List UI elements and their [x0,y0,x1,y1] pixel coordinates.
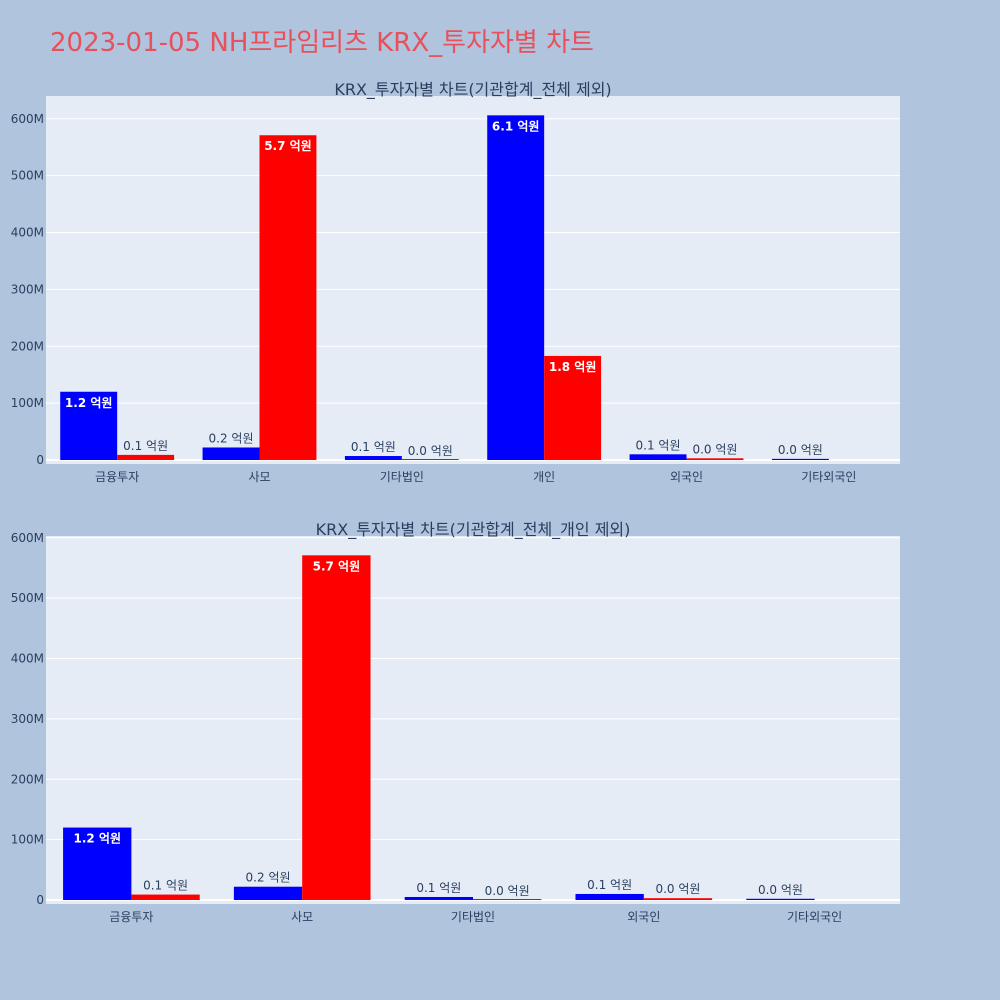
y-tick-label: 300M [11,282,44,296]
y-tick-label: 0 [36,453,44,467]
bar [473,899,542,900]
data-label: 0.1 억원 [587,878,632,892]
bar [401,459,459,460]
bar [629,454,687,460]
data-label: 0.1 억원 [351,440,396,454]
y-tick-label: 500M [11,591,44,605]
bar [117,454,175,460]
y-tick-label: 200M [11,772,44,786]
data-label: 0.0 억원 [655,882,700,896]
data-label: 0.0 억원 [485,884,530,898]
x-tick-label: 기타외국인 [801,470,856,484]
x-tick-label: 외국인 [627,910,660,924]
data-label: 0.0 억원 [758,883,803,897]
x-tick-label: 금융투자 [109,910,153,924]
x-tick-label: 외국인 [670,470,703,484]
bar [575,893,644,900]
bar [771,458,829,460]
x-tick-label: 금융투자 [95,470,139,484]
chart-excluding-individual: 0 100M 200M 300M 400M 500M 600M KRX_투자자별 차트(기관합… [11,520,900,924]
bar [686,458,744,460]
bar [233,886,303,900]
bar [643,898,713,900]
y-tick-label: 100M [11,833,44,847]
plot-background [46,536,900,904]
data-label: 0.2 억원 [209,431,254,445]
page-title: 2023-01-05 NH프라임리츠 KRX_투자자별 차트 [50,28,594,58]
data-label: 0.0 억원 [408,444,453,458]
data-label: 5.7 억원 [264,139,312,153]
data-label: 1.8 억원 [549,360,597,374]
bar [344,456,402,460]
data-label: 0.1 억원 [143,879,188,893]
x-tick-label: 기타법인 [380,470,424,484]
bar [302,555,371,900]
x-tick-label: 기타법인 [451,910,495,924]
bar [63,827,132,900]
bar [60,391,118,460]
data-label: 0.0 억원 [778,443,823,457]
chart-title: KRX_투자자별 차트(기관합계_전체_개인 제외) [316,520,631,540]
data-label: 6.1 억원 [492,119,540,133]
y-tick-label: 400M [11,226,44,240]
data-label: 0.2 억원 [246,871,291,885]
data-label: 1.2 억원 [73,832,121,846]
y-tick-label: 300M [11,712,44,726]
y-tick-label: 500M [11,169,44,183]
data-label: 0.0 억원 [692,442,737,456]
data-label: 0.1 억원 [416,881,461,895]
bar [746,898,815,900]
chart-title: KRX_투자자별 차트(기관합계_전체 제외) [334,80,611,100]
x-tick-label: 사모 [291,910,313,924]
data-label: 0.1 억원 [636,438,681,452]
bar [131,894,200,900]
data-label: 0.1 억원 [123,439,168,453]
y-tick-label: 400M [11,652,44,666]
y-tick-label: 100M [11,396,44,410]
x-tick-label: 사모 [248,470,270,484]
y-tick-label: 600M [11,112,44,126]
data-label: 1.2 억원 [65,396,113,410]
x-tick-label: 기타외국인 [787,910,842,924]
bar [404,896,473,900]
y-tick-label: 0 [36,893,44,907]
bar [202,447,260,460]
y-tick-label: 200M [11,339,44,353]
y-tick-label: 600M [11,531,44,545]
x-tick-label: 개인 [533,470,555,484]
bar [487,115,545,461]
bar [259,135,317,460]
chart-all-investors: 0 100M 200M 300M 400M 500M 600M KRX_투자자별 차트(기관합… [11,80,900,484]
bar [544,355,602,460]
data-label: 5.7 억원 [313,559,361,573]
